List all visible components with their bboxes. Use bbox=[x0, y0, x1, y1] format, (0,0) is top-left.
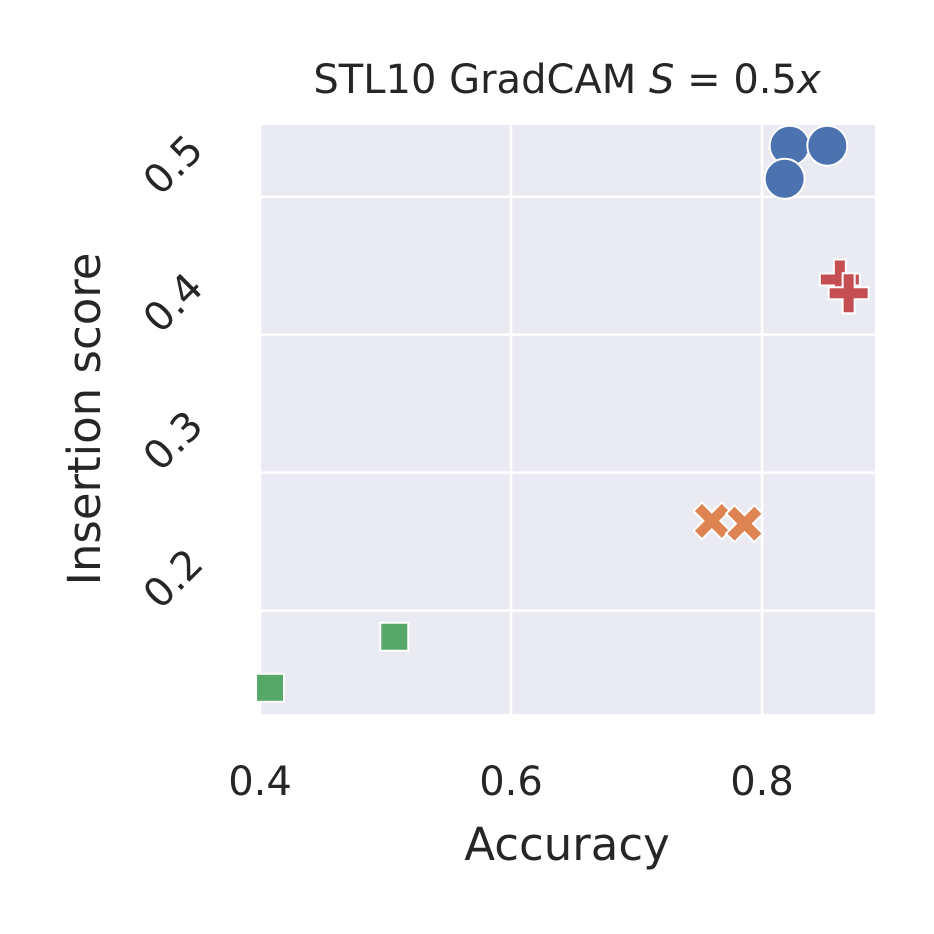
x-axis-label: Accuracy bbox=[464, 818, 669, 871]
x-grid-lines bbox=[258, 125, 764, 714]
y-tick-label: 0.2 bbox=[135, 540, 213, 618]
plot-area bbox=[260, 125, 875, 714]
y-tick-label: 0.5 bbox=[135, 127, 213, 205]
chart-title-math-var: x bbox=[795, 57, 821, 103]
data-point-plus bbox=[827, 272, 870, 315]
x-tick-label: 0.4 bbox=[228, 759, 292, 805]
y-axis-label: Insertion score bbox=[58, 253, 111, 586]
chart-title-suffix: = 0.5 bbox=[674, 57, 797, 103]
chart-title: STL10 GradCAM S = 0.5x bbox=[313, 57, 821, 103]
x-tick-label: 0.8 bbox=[730, 759, 794, 805]
y-tick-labels: 0.2 0.3 0.4 0.5 bbox=[135, 127, 213, 618]
chart-title-math: S bbox=[649, 57, 674, 103]
data-point-x bbox=[692, 501, 732, 541]
data-point-circle bbox=[763, 157, 806, 200]
y-tick-label: 0.4 bbox=[135, 264, 213, 342]
data-point-circle bbox=[806, 124, 849, 167]
data-points bbox=[255, 124, 870, 703]
data-point-square bbox=[379, 621, 410, 652]
data-point-x bbox=[724, 503, 765, 544]
y-tick-label: 0.3 bbox=[135, 402, 213, 480]
y-grid-lines bbox=[260, 195, 875, 612]
chart-title-prefix: STL10 GradCAM bbox=[313, 57, 649, 103]
data-point-square bbox=[255, 672, 286, 703]
x-tick-labels: 0.4 0.6 0.8 bbox=[228, 759, 794, 805]
x-tick-label: 0.6 bbox=[479, 759, 543, 805]
